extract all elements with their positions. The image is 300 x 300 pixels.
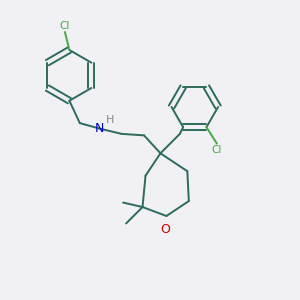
Text: H: H (106, 115, 114, 124)
Text: N: N (94, 122, 104, 135)
Text: Cl: Cl (60, 21, 70, 31)
Text: Cl: Cl (212, 145, 222, 155)
Text: O: O (160, 223, 170, 236)
